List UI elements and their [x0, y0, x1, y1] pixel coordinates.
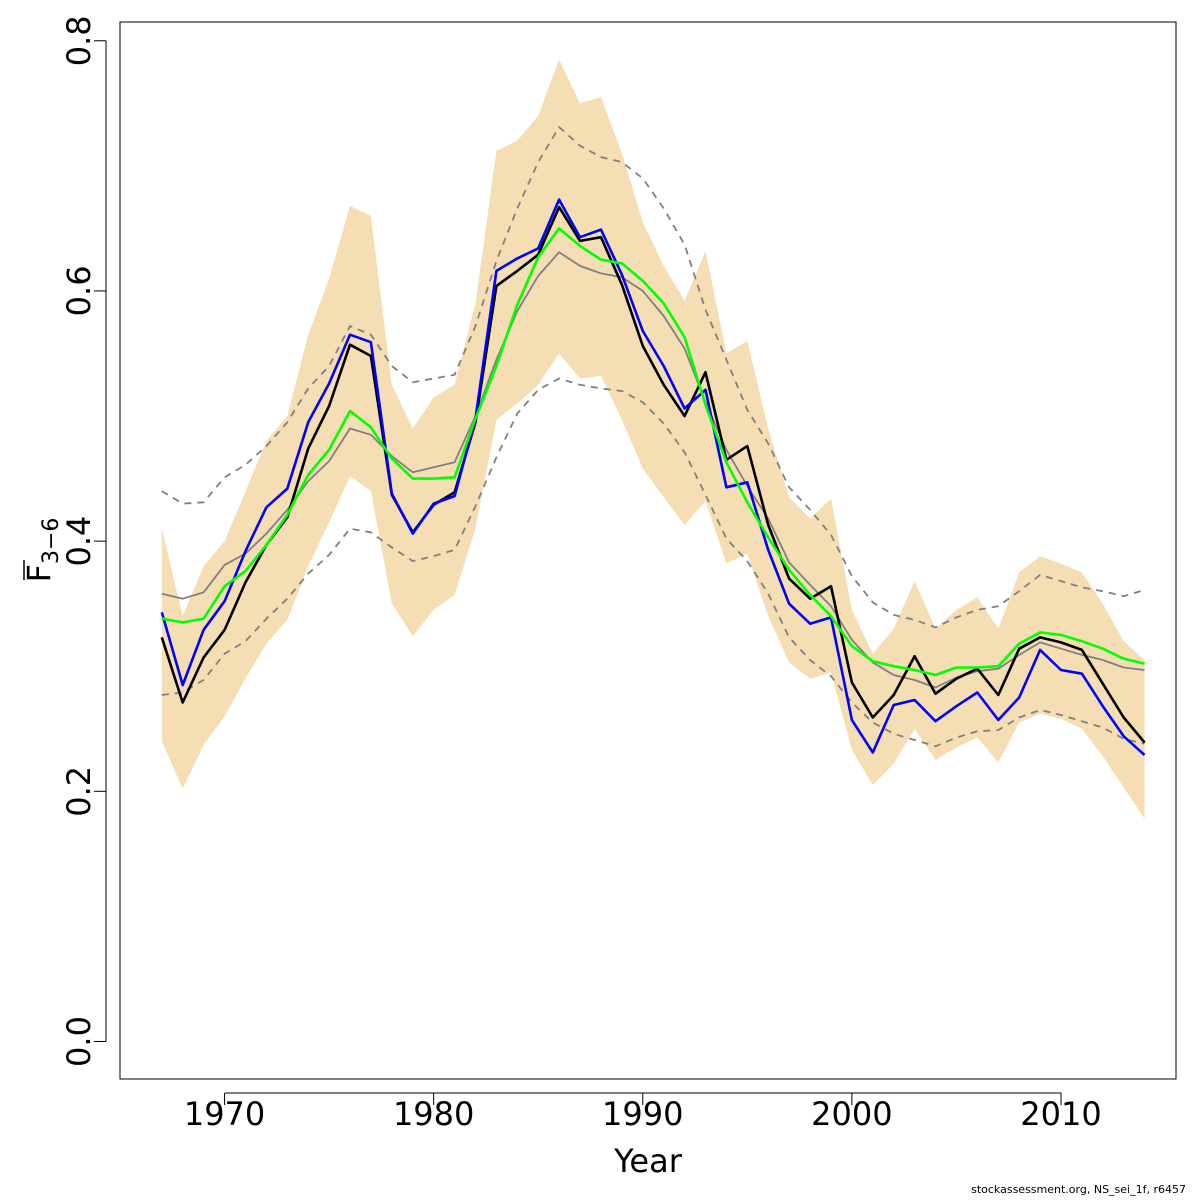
x-axis-title: Year	[613, 1142, 683, 1180]
x-tick-label: 2010	[1020, 1095, 1101, 1133]
y-axis-title-sub: 3−6	[39, 518, 64, 564]
x-tick-label: 1970	[184, 1095, 265, 1133]
y-axis-title-main: F	[20, 564, 58, 582]
y-tick-label: 0.0	[60, 1016, 98, 1067]
footer-credit: stockassessment.org, NS_sei_1f, r6457	[971, 1183, 1186, 1196]
svg-text:F3−6: F3−6	[20, 518, 64, 583]
plot-frame	[119, 21, 1177, 1080]
y-axis-title: F3−6	[20, 518, 64, 583]
x-tick-label: 2000	[811, 1095, 892, 1133]
series-line-4	[160, 205, 1146, 744]
confidence-band	[161, 59, 1145, 819]
x-tick-label: 1980	[393, 1095, 474, 1133]
series-line-3	[161, 251, 1145, 689]
x-tick-label: 1990	[602, 1095, 683, 1133]
y-tick-label: 0.8	[60, 15, 98, 66]
y-tick-label: 0.4	[60, 516, 98, 567]
series-line-1	[161, 126, 1145, 629]
series-line-6	[161, 227, 1145, 677]
y-tick-label: 0.6	[60, 265, 98, 316]
series-line-5	[160, 198, 1146, 756]
y-tick-label: 0.2	[60, 766, 98, 817]
series-line-2	[161, 377, 1145, 748]
